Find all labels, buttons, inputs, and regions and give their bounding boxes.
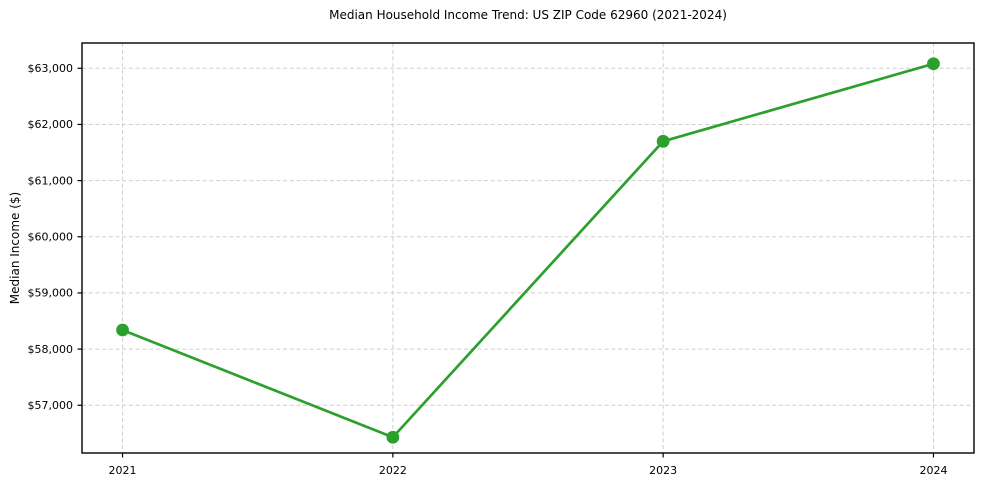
y-tick-label: $62,000 — [28, 118, 74, 131]
plot-border — [81, 42, 975, 454]
data-point-marker — [116, 323, 129, 337]
chart-title: Median Household Income Trend: US ZIP Co… — [329, 8, 727, 22]
y-tick-label: $60,000 — [28, 231, 74, 244]
data-point-marker — [656, 134, 670, 148]
x-tick-label: 2022 — [379, 464, 407, 477]
x-tick-label: 2021 — [109, 464, 137, 477]
data-point-marker — [386, 430, 400, 444]
y-tick-label: $59,000 — [28, 287, 74, 300]
x-tick-label: 2023 — [649, 464, 677, 477]
y-tick-label: $58,000 — [28, 343, 74, 356]
trend-line — [121, 62, 935, 439]
y-tick-label: $57,000 — [28, 399, 74, 412]
x-tick-label: 2024 — [919, 464, 947, 477]
y-tick-label: $63,000 — [28, 62, 74, 75]
data-point-marker — [927, 57, 940, 71]
y-tick-label: $61,000 — [28, 174, 74, 187]
